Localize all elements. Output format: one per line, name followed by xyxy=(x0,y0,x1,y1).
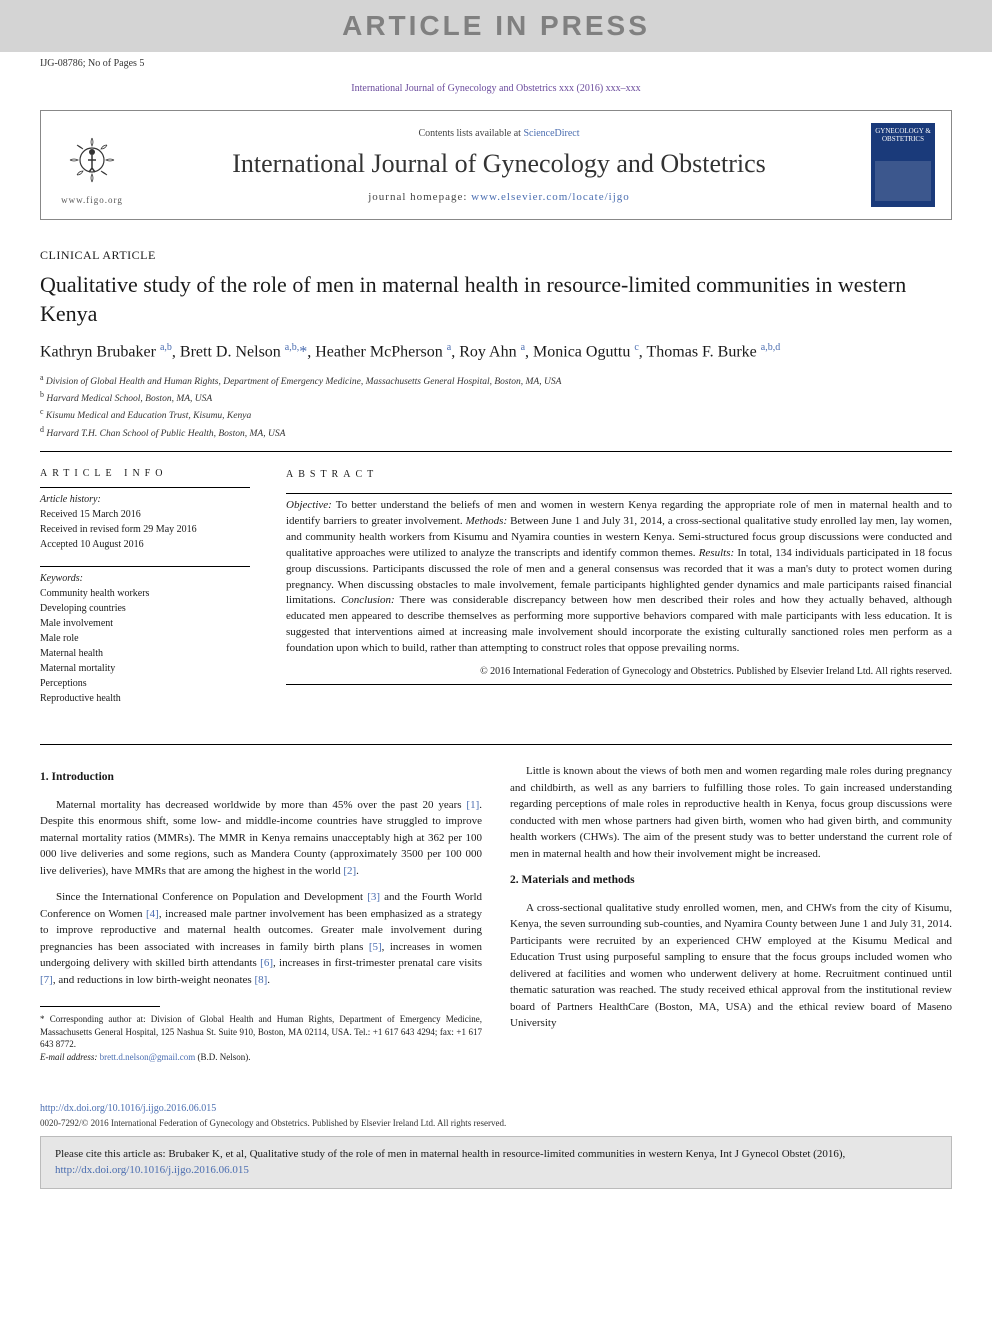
email-suffix: (B.D. Nelson). xyxy=(195,1052,250,1062)
homepage-url[interactable]: www.elsevier.com/locate/ijgo xyxy=(471,191,630,203)
journal-center: Contents lists available at ScienceDirec… xyxy=(143,128,855,203)
journal-name: International Journal of Gynecology and … xyxy=(143,149,855,179)
sciencedirect-link[interactable]: ScienceDirect xyxy=(523,128,579,139)
cite-this-article-box: Please cite this article as: Brubaker K,… xyxy=(40,1136,952,1189)
objective-label: Objective: xyxy=(286,499,332,511)
article-info-col: ARTICLE INFO Article history: Received 1… xyxy=(40,468,250,720)
contents-pre: Contents lists available at xyxy=(418,128,523,139)
corr-label: * Corresponding author at: xyxy=(40,1014,151,1024)
figo-logo-block: www.figo.org xyxy=(57,125,127,205)
ref-3-link[interactable]: [3] xyxy=(367,891,380,903)
history-label: Article history: xyxy=(40,492,250,507)
journal-cover-thumbnail: GYNECOLOGY & OBSTETRICS xyxy=(871,123,935,207)
results-label: Results: xyxy=(699,547,734,559)
section-2-heading: 2. Materials and methods xyxy=(510,872,952,889)
ref-2-link[interactable]: [2] xyxy=(343,865,356,877)
abstract-col: ABSTRACT Objective: To better understand… xyxy=(286,468,952,720)
keywords-list: Community health workersDeveloping count… xyxy=(40,586,250,706)
ref-6-link[interactable]: [6] xyxy=(260,957,273,969)
methods-label: Methods: xyxy=(466,515,508,527)
para-2: Since the International Conference on Po… xyxy=(40,889,482,988)
figo-url[interactable]: www.figo.org xyxy=(57,195,127,205)
keywords-label: Keywords: xyxy=(40,571,250,586)
journal-header-box: www.figo.org Contents lists available at… xyxy=(40,110,952,220)
article-title: Qualitative study of the role of men in … xyxy=(40,271,952,328)
abstract-copyright: © 2016 International Federation of Gynec… xyxy=(286,665,952,680)
cite-text: Please cite this article as: Brubaker K,… xyxy=(55,1148,845,1160)
cite-doi-link[interactable]: http://dx.doi.org/10.1016/j.ijgo.2016.06… xyxy=(55,1164,249,1176)
history-received: Received 15 March 2016 xyxy=(40,507,250,522)
doc-id: IJG-08786; No of Pages 5 xyxy=(0,52,992,75)
para-1: Maternal mortality has decreased worldwi… xyxy=(40,797,482,880)
conclusion-label: Conclusion: xyxy=(341,594,395,606)
homepage-line: journal homepage: www.elsevier.com/locat… xyxy=(143,191,855,203)
figo-logo-icon xyxy=(57,125,127,195)
section-1-heading: 1. Introduction xyxy=(40,769,482,786)
corresponding-footnote: * Corresponding author at: Division of G… xyxy=(40,1013,482,1063)
abstract-text: Objective: To better understand the beli… xyxy=(286,498,952,657)
para-3: Little is known about the views of both … xyxy=(510,763,952,862)
rights-line: 0020-7292/© 2016 International Federatio… xyxy=(40,1118,952,1128)
ref-8-link[interactable]: [8] xyxy=(254,974,267,986)
history-revised: Received in revised form 29 May 2016 xyxy=(40,522,250,537)
doi-link[interactable]: http://dx.doi.org/10.1016/j.ijgo.2016.06… xyxy=(40,1103,952,1114)
email-label: E-mail address: xyxy=(40,1052,100,1062)
ref-1-link[interactable]: [1] xyxy=(466,799,479,811)
email-link[interactable]: brett.d.nelson@gmail.com xyxy=(100,1052,196,1062)
history-accepted: Accepted 10 August 2016 xyxy=(40,537,250,552)
homepage-pre: journal homepage: xyxy=(368,191,471,203)
article-type: CLINICAL ARTICLE xyxy=(40,248,952,263)
citation-line: International Journal of Gynecology and … xyxy=(0,75,992,102)
left-column: 1. Introduction Maternal mortality has d… xyxy=(40,763,482,1063)
cover-text: GYNECOLOGY & OBSTETRICS xyxy=(873,127,933,143)
para-4: A cross-sectional qualitative study enro… xyxy=(510,900,952,1032)
ref-7-link[interactable]: [7] xyxy=(40,974,53,986)
article-info-header: ARTICLE INFO xyxy=(40,468,250,479)
right-column: Little is known about the views of both … xyxy=(510,763,952,1063)
ref-5-link[interactable]: [5] xyxy=(369,941,382,953)
affiliations: a Division of Global Health and Human Ri… xyxy=(40,372,952,442)
in-press-banner: ARTICLE IN PRESS xyxy=(0,0,992,52)
contents-line: Contents lists available at ScienceDirec… xyxy=(143,128,855,139)
ref-4-link[interactable]: [4] xyxy=(146,908,159,920)
abstract-header: ABSTRACT xyxy=(286,468,952,483)
authors-list: Kathryn Brubaker a,b, Brett D. Nelson a,… xyxy=(40,342,952,361)
